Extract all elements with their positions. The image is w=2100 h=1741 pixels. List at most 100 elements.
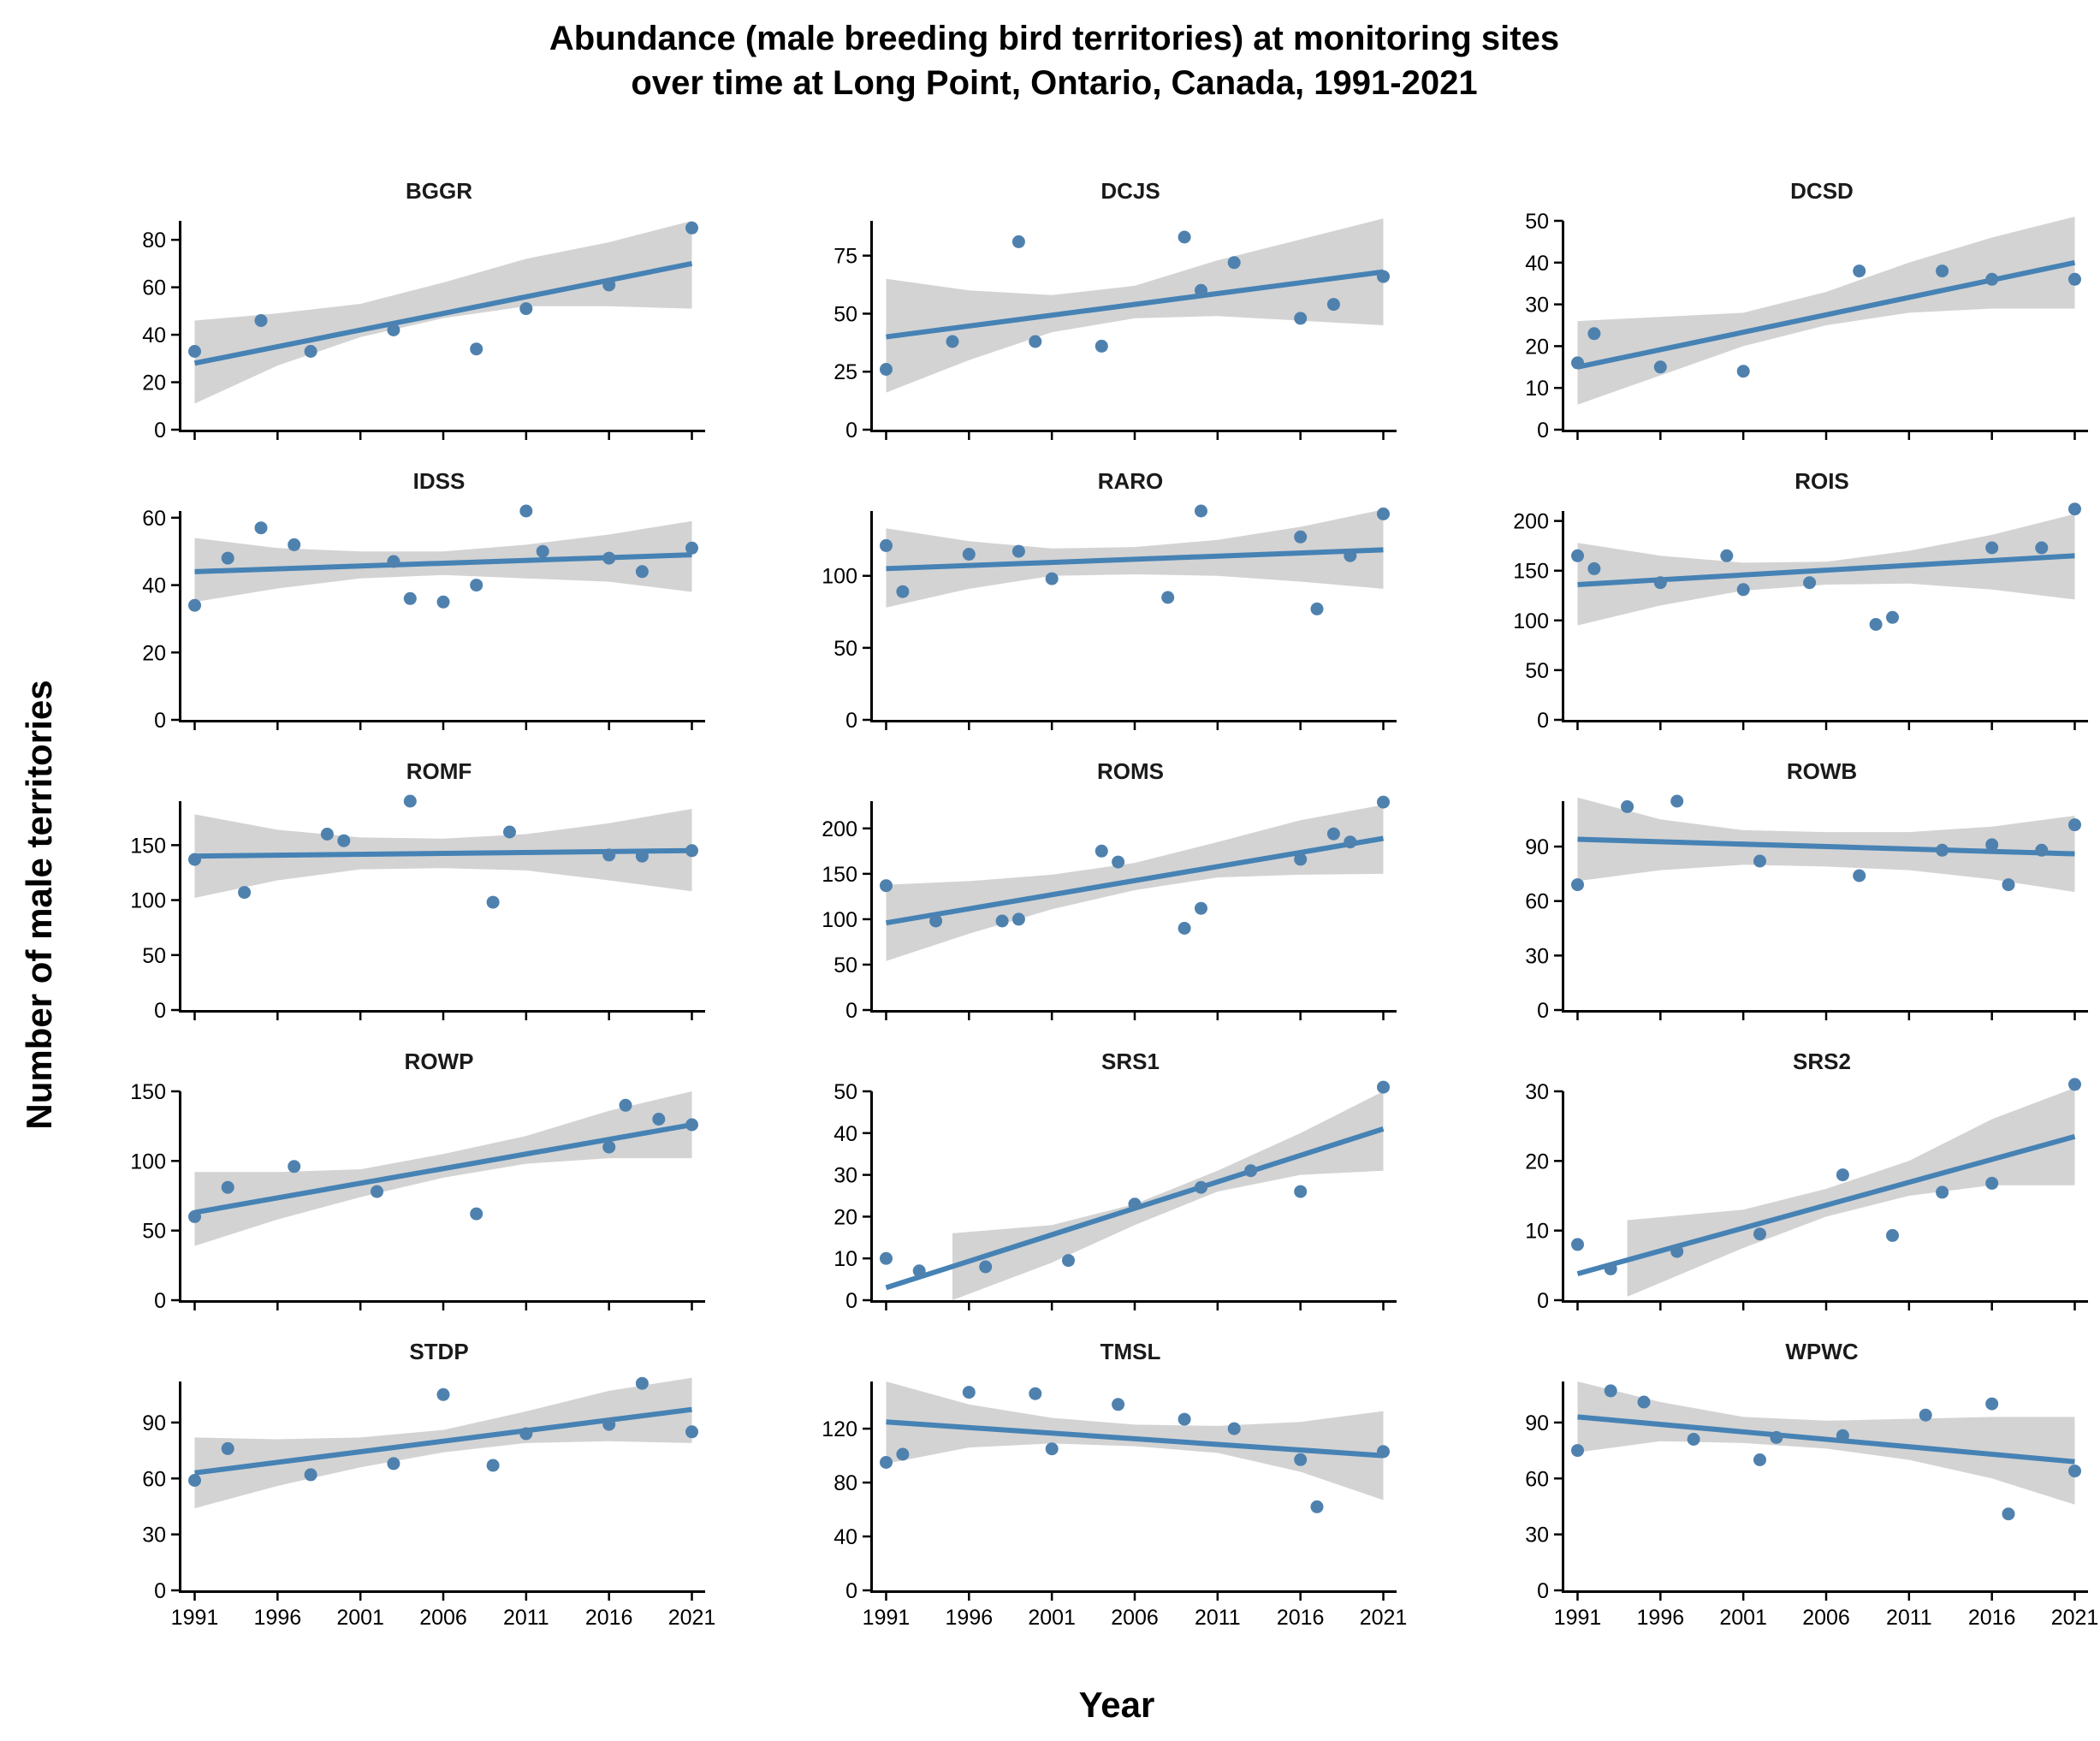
panel-title-srs2: SRS2 <box>1793 1049 1851 1074</box>
panel-title-stdp: STDP <box>409 1339 468 1364</box>
data-point-dcjs-3 <box>1029 335 1042 348</box>
data-point-roms-4 <box>1094 844 1108 858</box>
y-tick-label-romf-50: 50 <box>142 944 166 968</box>
data-point-srs2-4 <box>1836 1168 1849 1182</box>
data-point-wpwc-4 <box>1753 1453 1766 1466</box>
data-point-raro-2 <box>962 548 976 561</box>
data-point-rois-1 <box>1587 562 1601 575</box>
data-point-dcsd-6 <box>1985 272 1999 286</box>
data-point-rois-6 <box>1869 618 1883 631</box>
y-tick-label-srs2-0: 0 <box>1537 1289 1549 1313</box>
x-tick-label-tmsl-2021: 2021 <box>1360 1606 1408 1630</box>
data-point-romf-9 <box>685 844 698 858</box>
y-tick-label-wpwc-90: 90 <box>1525 1411 1549 1435</box>
x-tick-label-stdp-2011: 2011 <box>503 1606 549 1630</box>
panel-title-tmsl: TMSL <box>1100 1339 1161 1364</box>
data-point-bggr-7 <box>685 221 698 235</box>
data-point-idss-5 <box>403 591 417 605</box>
data-point-dcsd-3 <box>1736 365 1750 378</box>
panel-bggr: BGGR 0 20 40 60 80 <box>142 178 705 443</box>
panel-title-rowp: ROWP <box>405 1049 474 1074</box>
data-point-wpwc-6 <box>1836 1429 1849 1442</box>
x-tick-label-tmsl-2011: 2011 <box>1195 1606 1241 1630</box>
data-point-idss-9 <box>536 544 549 558</box>
panel-title-rois: ROIS <box>1794 468 1849 494</box>
panel-title-wpwc: WPWC <box>1785 1339 1858 1364</box>
data-point-romf-6 <box>503 825 516 839</box>
data-point-dcjs-0 <box>880 363 893 376</box>
y-tick-label-roms-100: 100 <box>822 908 857 932</box>
data-point-dcsd-7 <box>2068 272 2081 286</box>
data-point-srs2-5 <box>1886 1228 1899 1242</box>
facet-panels: BGGR 0 20 40 60 80 DCJS 0 25 50 75 DCSD 0 10 20 30 40 50 I… <box>130 178 2098 1630</box>
confidence-band-dcsd <box>1577 217 2075 405</box>
data-point-dcjs-6 <box>1195 283 1207 297</box>
data-point-roms-5 <box>1112 855 1125 869</box>
x-tick-label-wpwc-1996: 1996 <box>1637 1606 1685 1630</box>
data-point-romf-0 <box>188 853 201 866</box>
x-tick-label-wpwc-2006: 2006 <box>1802 1606 1850 1630</box>
y-tick-label-srs1-10: 10 <box>833 1247 857 1271</box>
x-tick-label-wpwc-2016: 2016 <box>1968 1606 2016 1630</box>
y-tick-label-roms-200: 200 <box>822 817 857 841</box>
data-point-roms-10 <box>1344 835 1357 849</box>
chart-title-line-1: Abundance (male breeding bird territorie… <box>549 20 1559 57</box>
panel-rois: ROIS 0 50 100 150 200 <box>1513 468 2088 733</box>
x-tick-label-stdp-2006: 2006 <box>419 1606 467 1630</box>
panel-title-raro: RARO <box>1098 468 1164 494</box>
data-point-raro-8 <box>1310 602 1324 615</box>
y-tick-label-srs2-20: 20 <box>1525 1150 1549 1174</box>
y-tick-label-srs2-30: 30 <box>1525 1080 1549 1104</box>
y-tick-label-tmsl-40: 40 <box>833 1525 857 1549</box>
y-tick-label-dcsd-20: 20 <box>1525 335 1549 359</box>
x-tick-label-tmsl-2006: 2006 <box>1111 1606 1159 1630</box>
data-point-raro-3 <box>1011 544 1025 558</box>
data-point-srs1-1 <box>912 1264 926 1278</box>
x-tick-label-tmsl-2016: 2016 <box>1277 1606 1325 1630</box>
panel-dcsd: DCSD 0 10 20 30 40 50 <box>1525 178 2088 443</box>
x-tick-label-stdp-1991: 1991 <box>171 1606 219 1630</box>
data-point-wpwc-9 <box>2002 1507 2015 1521</box>
panel-wpwc: WPWC 0 30 60 90 1991 1996 2001 2006 2011 2016 2021 <box>1525 1339 2098 1630</box>
data-point-roms-2 <box>995 914 1009 928</box>
data-point-idss-1 <box>221 551 234 565</box>
data-point-rois-0 <box>1571 549 1584 562</box>
panel-rowp: ROWP 0 50 100 150 <box>130 1049 705 1313</box>
panel-title-romf: ROMF <box>406 758 472 784</box>
panel-title-dcsd: DCSD <box>1790 178 1854 204</box>
data-point-dcjs-4 <box>1094 339 1108 353</box>
trend-line-roms <box>885 835 1385 926</box>
data-point-srs1-0 <box>880 1251 893 1265</box>
y-tick-label-bggr-0: 0 <box>154 419 166 443</box>
y-tick-label-romf-150: 150 <box>130 834 166 858</box>
data-point-romf-7 <box>602 848 616 862</box>
trend-line-rowb <box>1577 836 2075 857</box>
y-tick-label-romf-0: 0 <box>154 999 166 1023</box>
data-point-dcjs-5 <box>1178 230 1191 244</box>
data-point-srs1-4 <box>1128 1197 1142 1211</box>
x-tick-label-wpwc-2021: 2021 <box>2051 1606 2099 1630</box>
data-point-stdp-7 <box>602 1417 616 1431</box>
x-tick-label-wpwc-2011: 2011 <box>1886 1606 1932 1630</box>
data-point-rois-2 <box>1653 576 1667 590</box>
data-point-stdp-5 <box>486 1459 500 1472</box>
panel-dcjs: DCJS 0 25 50 75 <box>833 178 1397 443</box>
y-tick-label-rowp-0: 0 <box>154 1289 166 1313</box>
data-point-rowp-5 <box>602 1140 616 1154</box>
y-tick-label-dcjs-50: 50 <box>833 302 857 326</box>
y-tick-label-roms-50: 50 <box>833 954 857 977</box>
data-point-dcjs-10 <box>1377 270 1390 283</box>
data-point-idss-4 <box>387 555 400 568</box>
data-point-roms-8 <box>1294 853 1308 866</box>
data-point-dcsd-5 <box>1936 264 1949 278</box>
data-point-rowp-4 <box>470 1207 483 1221</box>
x-tick-label-stdp-2021: 2021 <box>668 1606 716 1630</box>
data-point-idss-6 <box>436 595 450 609</box>
data-point-romf-3 <box>337 834 351 847</box>
data-point-tmsl-1 <box>896 1447 910 1461</box>
data-point-dcjs-7 <box>1227 256 1241 270</box>
x-tick-label-tmsl-2001: 2001 <box>1028 1606 1076 1630</box>
data-point-srs2-1 <box>1604 1262 1617 1275</box>
y-tick-label-raro-100: 100 <box>822 565 857 589</box>
data-point-srs2-3 <box>1753 1227 1766 1241</box>
